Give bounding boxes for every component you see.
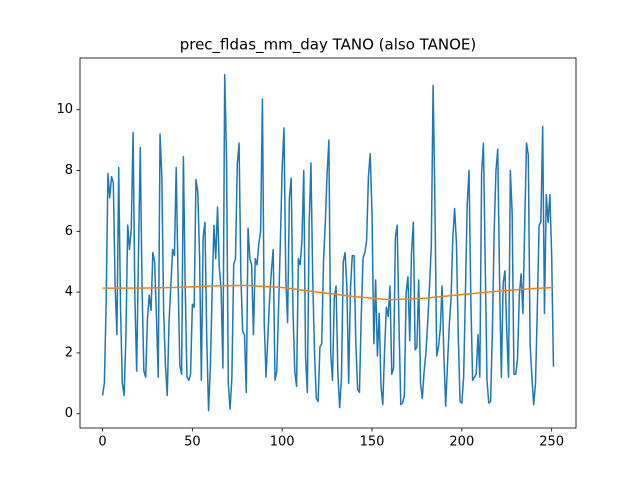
x-tick-label: 0 (98, 435, 106, 450)
y-tick-label: 10 (56, 102, 73, 117)
y-tick-label: 2 (65, 345, 73, 360)
x-tick-label: 200 (449, 435, 474, 450)
axes-frame (79, 57, 577, 429)
x-tick-label: 250 (539, 435, 564, 450)
y-tick-label: 4 (65, 285, 73, 300)
data-line (101, 73, 555, 412)
y-tick-label: 6 (65, 224, 73, 239)
x-tick-label: 150 (360, 435, 385, 450)
y-tick-label: 8 (65, 163, 73, 178)
data-line (102, 284, 554, 301)
x-tick-label: 50 (184, 435, 201, 450)
x-tick-label: 100 (270, 435, 295, 450)
y-tick-label: 0 (65, 406, 73, 421)
chart-title: prec_fldas_mm_day TANO (also TANOE) (180, 36, 477, 55)
